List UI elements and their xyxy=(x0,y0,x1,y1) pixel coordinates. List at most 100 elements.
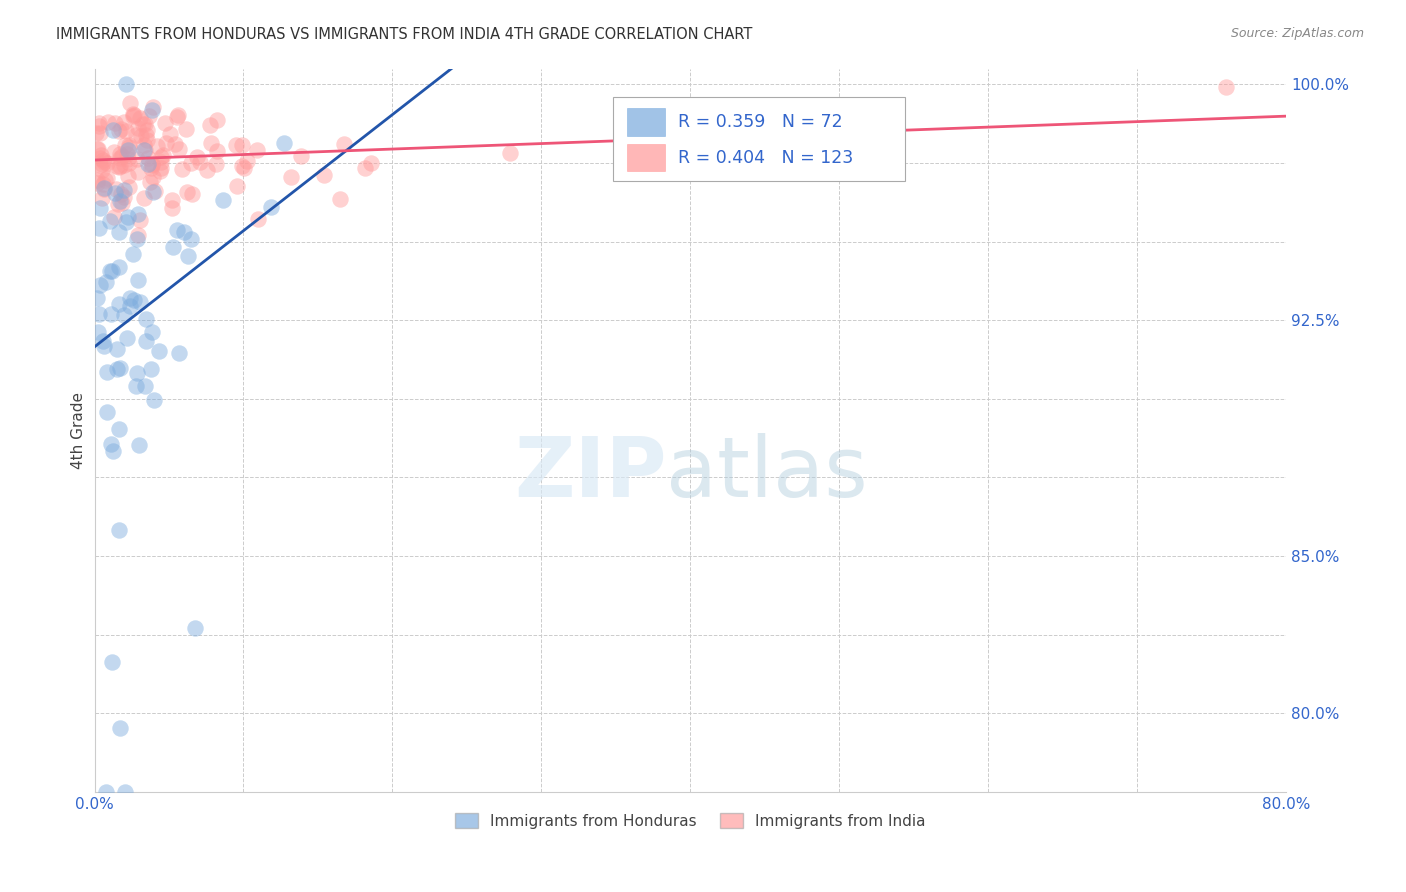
Point xyxy=(354,161,377,175)
Point xyxy=(114,77,136,91)
Point xyxy=(231,159,253,173)
Point xyxy=(141,103,163,117)
Point xyxy=(205,113,228,128)
Point xyxy=(134,117,156,131)
Point xyxy=(84,126,107,140)
Point xyxy=(165,136,187,151)
Point xyxy=(112,183,135,197)
Point xyxy=(108,146,131,161)
Point xyxy=(86,176,108,190)
Text: IMMIGRANTS FROM HONDURAS VS IMMIGRANTS FROM INDIA 4TH GRADE CORRELATION CHART: IMMIGRANTS FROM HONDURAS VS IMMIGRANTS F… xyxy=(56,27,752,42)
Point xyxy=(145,185,167,199)
Point xyxy=(100,437,122,451)
Point xyxy=(120,291,142,305)
Point xyxy=(148,343,170,358)
Point xyxy=(114,123,136,137)
Point xyxy=(118,95,141,110)
Point xyxy=(96,405,118,419)
Point xyxy=(108,160,131,174)
Point xyxy=(159,127,181,141)
Point xyxy=(98,263,121,277)
Point xyxy=(112,115,135,129)
Point xyxy=(225,137,247,152)
Point xyxy=(118,156,141,170)
Point xyxy=(166,110,188,124)
Text: Source: ZipAtlas.com: Source: ZipAtlas.com xyxy=(1230,27,1364,40)
Point xyxy=(103,210,125,224)
Point xyxy=(205,145,228,159)
Point xyxy=(141,361,163,376)
Point xyxy=(105,362,128,376)
Point xyxy=(149,163,172,178)
Point xyxy=(135,334,157,348)
Point xyxy=(174,121,197,136)
Point xyxy=(125,367,148,381)
Point xyxy=(139,161,162,176)
Point xyxy=(107,297,129,311)
Point xyxy=(91,177,114,191)
Point xyxy=(90,191,112,205)
Point xyxy=(118,138,141,153)
Point xyxy=(111,195,134,210)
Point xyxy=(89,277,111,292)
Y-axis label: 4th Grade: 4th Grade xyxy=(72,392,86,468)
Point xyxy=(139,175,162,189)
Point xyxy=(132,118,155,132)
Point xyxy=(149,161,172,175)
Point xyxy=(93,339,115,353)
Point xyxy=(180,156,202,170)
Point xyxy=(115,215,138,229)
Point xyxy=(100,655,122,669)
Point xyxy=(231,138,253,153)
Point xyxy=(103,123,125,137)
Point xyxy=(112,190,135,204)
Point xyxy=(195,162,218,177)
Point xyxy=(122,109,145,123)
Point xyxy=(128,111,150,125)
Point xyxy=(167,345,190,359)
Bar xyxy=(627,144,665,171)
Point xyxy=(142,170,165,185)
Point xyxy=(96,156,118,170)
Point xyxy=(132,191,155,205)
Point xyxy=(141,157,163,171)
Point xyxy=(499,146,522,161)
Point xyxy=(125,379,148,393)
Point xyxy=(180,187,202,202)
Point xyxy=(89,201,111,215)
Point xyxy=(160,201,183,215)
Point xyxy=(205,157,228,171)
Point xyxy=(155,115,177,129)
Point xyxy=(122,293,145,307)
Point xyxy=(91,334,114,348)
Point xyxy=(94,785,117,799)
Point xyxy=(101,264,124,278)
Point xyxy=(138,110,160,124)
Point xyxy=(97,115,120,129)
Point xyxy=(108,360,131,375)
Point xyxy=(121,107,143,121)
Point xyxy=(127,207,149,221)
Point xyxy=(127,227,149,242)
Point xyxy=(236,154,259,169)
Point xyxy=(128,295,150,310)
Point xyxy=(110,151,132,165)
Point xyxy=(93,180,115,194)
Point xyxy=(129,128,152,143)
Point xyxy=(135,128,157,143)
Point xyxy=(247,211,270,226)
Point xyxy=(166,223,188,237)
Point xyxy=(122,108,145,122)
Point xyxy=(96,365,118,379)
Point xyxy=(104,116,127,130)
Point xyxy=(176,249,198,263)
Point xyxy=(160,193,183,207)
Point xyxy=(128,213,150,227)
Point xyxy=(200,136,222,150)
Point xyxy=(135,122,157,136)
Text: R = 0.359   N = 72: R = 0.359 N = 72 xyxy=(678,113,844,131)
Point xyxy=(100,307,122,321)
Point xyxy=(117,210,139,224)
Point xyxy=(333,137,356,152)
Point xyxy=(108,161,131,175)
